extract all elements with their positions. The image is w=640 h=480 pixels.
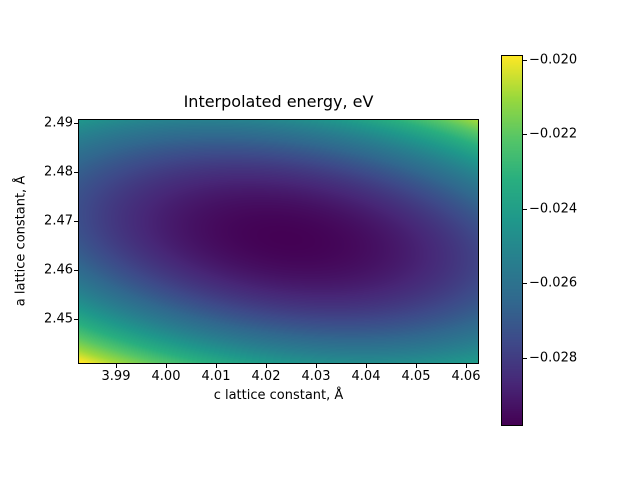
colorbar-gradient (502, 56, 522, 425)
y-tick-2.48-label: 2.48 (44, 164, 73, 180)
y-tick-2.49-mark (74, 122, 78, 124)
y-tick-2.47-mark (74, 220, 78, 222)
heatmap-image (79, 120, 478, 363)
x-tick-4.06-label: 4.06 (451, 369, 481, 384)
x-tick-4.06-mark (466, 364, 467, 368)
colorbar-tick-3-label: −0.026 (529, 275, 578, 291)
x-tick-4.05-mark (416, 364, 417, 368)
x-tick-3.99-mark (116, 364, 117, 368)
x-tick-4.00-mark (166, 364, 167, 368)
y-tick-2.47-label: 2.47 (44, 213, 73, 229)
x-tick-4.02-label: 4.02 (251, 369, 281, 384)
y-tick-2.46-label: 2.46 (44, 262, 73, 278)
y-tick-2.45-mark (74, 318, 78, 320)
x-tick-4.01-label: 4.01 (201, 369, 231, 384)
colorbar-tick-1-label: −0.022 (529, 126, 578, 142)
colorbar-tick-0-mark (523, 59, 527, 61)
chart-title: Interpolated energy, eV (183, 92, 374, 111)
x-tick-4.00-label: 4.00 (151, 369, 181, 384)
x-tick-4.03-mark (316, 364, 317, 368)
colorbar-tick-4-label: −0.028 (529, 350, 578, 366)
x-tick-4.03-label: 4.03 (301, 369, 331, 384)
x-tick-4.04-label: 4.04 (351, 369, 381, 384)
x-axis-label: c lattice constant, Å (213, 388, 344, 403)
colorbar-tick-4-mark (523, 357, 527, 359)
x-tick-4.05-label: 4.05 (401, 369, 431, 384)
x-tick-4.01-mark (216, 364, 217, 368)
colorbar-tick-0-label: −0.020 (529, 52, 578, 68)
colorbar-tick-1-mark (523, 134, 527, 136)
y-tick-2.45-label: 2.45 (44, 311, 73, 327)
colorbar-tick-2-label: −0.024 (529, 201, 578, 217)
y-tick-2.46-mark (74, 269, 78, 271)
x-tick-4.02-mark (266, 364, 267, 368)
y-tick-2.49-label: 2.49 (44, 115, 73, 131)
x-tick-3.99-label: 3.99 (101, 369, 131, 384)
y-axis-label: a lattice constant, Å (13, 175, 29, 307)
y-tick-2.48-mark (74, 171, 78, 173)
colorbar-tick-2-mark (523, 208, 527, 210)
colorbar-tick-3-mark (523, 283, 527, 285)
x-tick-4.04-mark (366, 364, 367, 368)
